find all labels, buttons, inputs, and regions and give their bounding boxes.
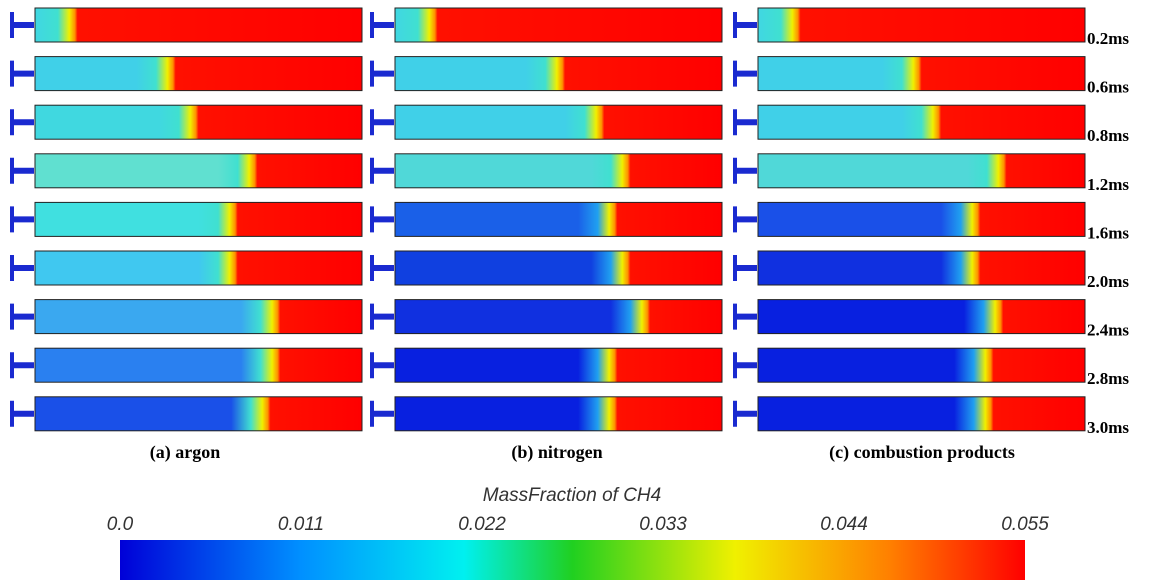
colorbar-title: MassFraction of CH4	[483, 485, 661, 506]
inlet	[10, 303, 34, 330]
inlet	[733, 206, 757, 233]
time-label: 0.8ms	[1087, 126, 1129, 145]
flow-field	[394, 104, 723, 140]
flow-field	[34, 7, 363, 43]
flow-field	[34, 153, 363, 189]
panel-caption: (b) nitrogen	[511, 442, 602, 463]
flow-field	[394, 56, 723, 92]
inlet	[10, 255, 34, 281]
inlet	[10, 157, 34, 184]
flow-field	[757, 153, 1086, 189]
inlet	[733, 60, 757, 87]
time-label: 3.0ms	[1087, 418, 1129, 437]
panel-caption: (a) argon	[150, 442, 221, 463]
inlet	[370, 400, 394, 427]
flow-field	[34, 201, 363, 237]
inlet	[370, 12, 394, 38]
inlet	[733, 255, 757, 281]
flow-field	[394, 201, 723, 237]
inlet	[733, 303, 757, 330]
inlet	[370, 303, 394, 330]
inlet	[733, 157, 757, 184]
time-label: 1.2ms	[1087, 175, 1129, 194]
inlet	[733, 109, 757, 136]
flow-field	[34, 347, 363, 383]
flow-field	[394, 396, 723, 432]
inlet	[733, 12, 757, 38]
flow-field	[34, 56, 363, 92]
inlet	[370, 157, 394, 184]
flow-field	[394, 250, 723, 286]
time-label: 2.8ms	[1087, 369, 1129, 388]
inlet	[733, 400, 757, 427]
flow-field	[757, 56, 1086, 92]
inlet	[370, 109, 394, 136]
inlet	[10, 109, 34, 136]
inlet	[10, 12, 34, 38]
flow-field	[394, 347, 723, 383]
inlet	[10, 352, 34, 379]
colorbar-tick-label: 0.044	[820, 514, 868, 535]
flow-field	[757, 201, 1086, 237]
flow-field	[757, 104, 1086, 140]
flow-field	[757, 299, 1086, 335]
flow-field	[757, 7, 1086, 43]
time-label: 2.0ms	[1087, 272, 1129, 291]
inlet	[370, 352, 394, 379]
panels	[10, 7, 1086, 432]
colorbar-tick-label: 0.033	[639, 514, 687, 535]
time-label: 0.6ms	[1087, 78, 1129, 97]
time-label: 2.4ms	[1087, 321, 1129, 340]
colorbar-tick-label: 0.055	[1001, 514, 1049, 535]
inlet	[10, 206, 34, 233]
inlet	[733, 352, 757, 379]
panel-caption: (c) combustion products	[829, 442, 1015, 463]
inlet	[370, 206, 394, 233]
flow-field	[757, 250, 1086, 286]
time-label: 0.2ms	[1087, 29, 1129, 48]
flow-field	[394, 7, 723, 43]
colorbar-tick-label: 0.0	[107, 514, 134, 535]
inlet	[370, 255, 394, 281]
colorbar-tick-label: 0.022	[458, 514, 506, 535]
flow-field	[34, 104, 363, 140]
flow-field	[34, 250, 363, 286]
inlet	[370, 60, 394, 87]
inlet	[10, 400, 34, 427]
flow-field	[394, 153, 723, 189]
time-label: 1.6ms	[1087, 223, 1129, 242]
flow-field	[394, 299, 723, 335]
flow-field	[757, 347, 1086, 383]
inlet	[10, 60, 34, 87]
colorbar-tick-label: 0.011	[278, 514, 324, 535]
flow-field	[34, 299, 363, 335]
colorbar	[120, 540, 1025, 580]
flow-field	[34, 396, 363, 432]
flow-field	[757, 396, 1086, 432]
